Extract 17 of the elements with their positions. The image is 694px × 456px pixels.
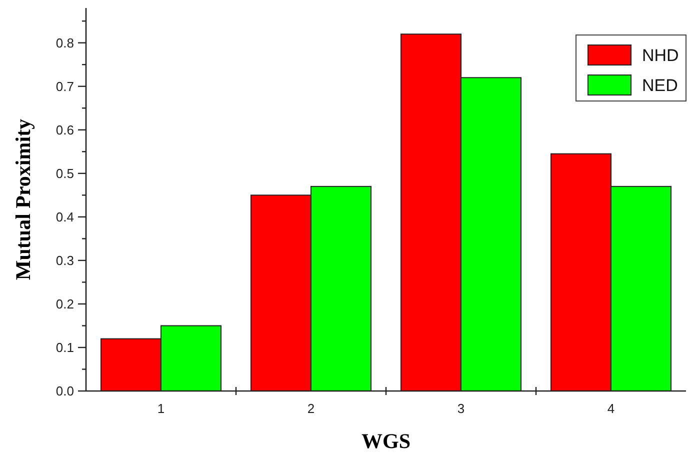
legend-label: NHD [642, 46, 679, 65]
y-tick-label: 0.5 [56, 166, 74, 181]
y-axis-title: Mutual Proximity [11, 118, 35, 280]
y-tick-label: 0.4 [56, 209, 74, 224]
x-tick-label: 4 [607, 401, 615, 416]
x-tick-label: 1 [157, 401, 165, 416]
y-tick-label: 0.7 [56, 78, 74, 94]
y-tick-label: 0.1 [56, 340, 74, 356]
y-tick-label: 0.3 [56, 252, 74, 268]
x-tick-label: 2 [307, 401, 315, 416]
y-tick-label: 0.2 [56, 296, 74, 312]
legend-label: NED [642, 76, 678, 95]
x-axis-title: WGS [361, 429, 411, 453]
y-tick-label: 0.8 [56, 35, 74, 50]
y-tick-label: 0.0 [56, 384, 74, 399]
y-tick-label: 0.6 [56, 122, 74, 138]
x-tick-label: 3 [457, 401, 465, 416]
